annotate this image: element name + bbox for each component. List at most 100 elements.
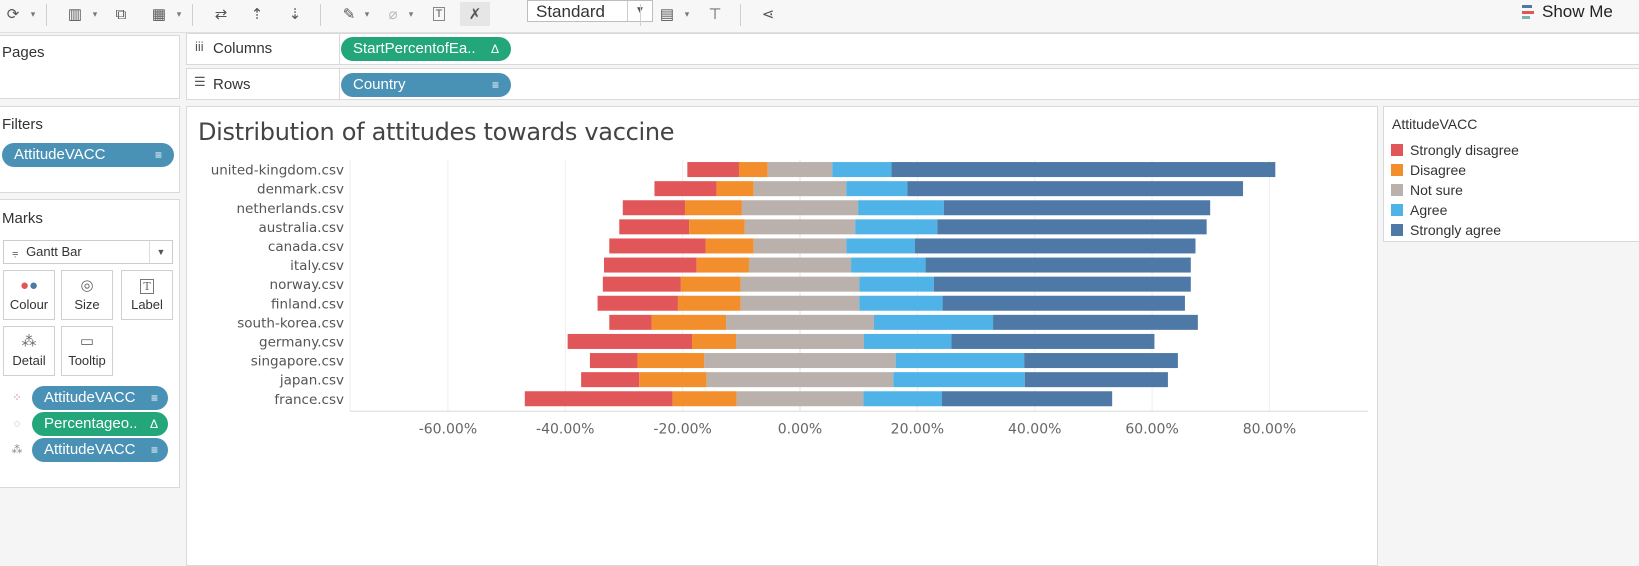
bar-segment[interactable]	[1024, 372, 1168, 388]
bar-segment[interactable]	[597, 295, 678, 311]
bar-segment[interactable]	[753, 181, 847, 197]
bar-segment[interactable]	[748, 257, 852, 273]
bar-segment[interactable]	[951, 333, 1155, 349]
bar-segment[interactable]	[622, 200, 685, 216]
bar-segment[interactable]	[937, 219, 1207, 235]
bar-segment[interactable]	[744, 219, 856, 235]
legend-item[interactable]: Not sure	[1391, 181, 1463, 199]
refresh-dropdown-icon[interactable]: ▾	[30, 8, 36, 19]
sort-descending-icon[interactable]: ⇣	[288, 6, 302, 23]
show-me-button[interactable]: Show Me	[1522, 0, 1613, 24]
bar-segment[interactable]	[846, 181, 908, 197]
highlight-dropdown-icon[interactable]: ▾	[364, 8, 370, 19]
columns-pill[interactable]: StartPercentofEa.. Δ	[341, 37, 511, 61]
view-fit-select[interactable]: Standard ▼	[527, 0, 653, 22]
clear-sheet-icon[interactable]: ▦	[151, 6, 167, 23]
show-mark-labels-icon[interactable]: T	[426, 2, 452, 26]
bar-segment[interactable]	[609, 238, 706, 254]
legend-item[interactable]: Disagree	[1391, 161, 1466, 179]
bar-segment[interactable]	[651, 314, 727, 330]
bar-segment[interactable]	[993, 314, 1198, 330]
bar-segment[interactable]	[855, 219, 938, 235]
bar-segment[interactable]	[943, 200, 1211, 216]
clear-sheet-dropdown-icon[interactable]: ▾	[176, 8, 182, 19]
detail-field-pill[interactable]: AttitudeVACC ≡	[32, 438, 168, 462]
columns-shelf[interactable]: iii Columns StartPercentofEa.. Δ	[186, 33, 1639, 65]
bar-segment[interactable]	[705, 238, 754, 254]
bar-segment[interactable]	[942, 391, 1113, 407]
bar-segment[interactable]	[740, 295, 860, 311]
label-card[interactable]: T Label	[121, 270, 173, 320]
group-members-icon[interactable]: ⌀	[388, 6, 398, 23]
bar-segment[interactable]	[891, 162, 1276, 178]
bar-segment[interactable]	[942, 295, 1185, 311]
bar-segment[interactable]	[873, 314, 994, 330]
bar-segment[interactable]	[696, 257, 749, 273]
detail-card[interactable]: ⁂ Detail	[3, 326, 55, 376]
group-dropdown-icon[interactable]: ▾	[408, 8, 414, 19]
bar-segment[interactable]	[1024, 353, 1178, 369]
bar-segment[interactable]	[893, 372, 1025, 388]
bar-segment[interactable]	[736, 333, 864, 349]
duplicate-sheet-icon[interactable]: ⧉	[115, 5, 127, 23]
bar-segment[interactable]	[604, 257, 697, 273]
bar-segment[interactable]	[738, 162, 768, 178]
rows-shelf[interactable]: ☰ Rows Country ≡	[186, 68, 1639, 100]
bar-segment[interactable]	[753, 238, 847, 254]
bar-segment[interactable]	[589, 353, 638, 369]
mark-type-select[interactable]: ⩦ Gantt Bar ▼	[3, 240, 173, 264]
fix-axes-icon[interactable]: ✗	[460, 2, 490, 26]
bar-segment[interactable]	[915, 238, 1196, 254]
bar-segment[interactable]	[602, 276, 681, 292]
bar-segment[interactable]	[832, 162, 892, 178]
bar-segment[interactable]	[907, 181, 1244, 197]
bar-segment[interactable]	[704, 353, 896, 369]
bar-segment[interactable]	[639, 372, 707, 388]
legend-item[interactable]: Strongly disagree	[1391, 141, 1519, 159]
bar-segment[interactable]	[619, 219, 690, 235]
new-worksheet-icon[interactable]: ▥	[67, 6, 83, 23]
cards-dropdown-icon[interactable]: ▾	[684, 8, 690, 19]
highlight-icon[interactable]: ✎	[342, 6, 356, 23]
bar-segment[interactable]	[672, 391, 737, 407]
legend-item[interactable]: Strongly agree	[1391, 221, 1501, 239]
bar-segment[interactable]	[741, 200, 859, 216]
cards-icon[interactable]: ▤	[659, 6, 675, 23]
bar-segment[interactable]	[716, 181, 754, 197]
new-worksheet-dropdown-icon[interactable]: ▾	[92, 8, 98, 19]
share-icon[interactable]: ⋖	[761, 6, 775, 23]
bar-segment[interactable]	[677, 295, 741, 311]
bar-segment[interactable]	[567, 333, 693, 349]
bar-segment[interactable]	[895, 353, 1025, 369]
tooltip-card[interactable]: ▭ Tooltip	[61, 326, 113, 376]
filter-pill[interactable]: AttitudeVACC ≡	[2, 143, 174, 167]
legend-item[interactable]: Agree	[1391, 201, 1447, 219]
bar-segment[interactable]	[689, 219, 745, 235]
bar-segment[interactable]	[654, 181, 717, 197]
bar-segment[interactable]	[858, 200, 944, 216]
chevron-down-icon[interactable]: ▼	[149, 241, 172, 263]
bar-segment[interactable]	[925, 257, 1191, 273]
bar-segment[interactable]	[851, 257, 926, 273]
colour-card[interactable]: ●● Colour	[3, 270, 55, 320]
bar-segment[interactable]	[680, 276, 741, 292]
bar-segment[interactable]	[524, 391, 673, 407]
bar-segment[interactable]	[706, 372, 894, 388]
presentation-mode-icon[interactable]: ⊤	[708, 6, 722, 23]
refresh-icon[interactable]: ⟳	[6, 6, 20, 23]
bar-segment[interactable]	[859, 295, 943, 311]
bar-segment[interactable]	[933, 276, 1191, 292]
bar-segment[interactable]	[859, 276, 934, 292]
bar-segment[interactable]	[863, 333, 952, 349]
bar-segment[interactable]	[740, 276, 860, 292]
sort-ascending-icon[interactable]: ⇡	[250, 6, 264, 23]
bar-segment[interactable]	[687, 162, 739, 178]
bar-segment[interactable]	[637, 353, 705, 369]
bar-segment[interactable]	[767, 162, 833, 178]
colour-field-pill[interactable]: AttitudeVACC ≡	[32, 386, 168, 410]
bar-segment[interactable]	[863, 391, 943, 407]
bar-segment[interactable]	[846, 238, 916, 254]
size-card[interactable]: ◎ Size	[61, 270, 113, 320]
bar-segment[interactable]	[581, 372, 640, 388]
bar-segment[interactable]	[736, 391, 864, 407]
